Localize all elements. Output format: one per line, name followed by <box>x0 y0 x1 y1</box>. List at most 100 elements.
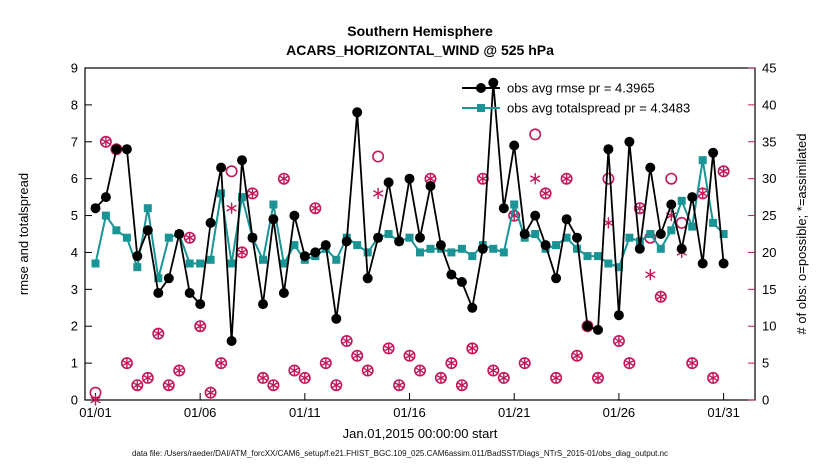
assimilated-obs-point <box>697 189 708 197</box>
data-file-path: data file: /Users/raeder/DAI/ATM_forcXX/… <box>132 449 668 458</box>
totalspread-point <box>594 252 602 261</box>
rmse-point <box>425 181 436 191</box>
assimilated-obs-point <box>435 374 447 382</box>
assimilated-obs-point <box>393 381 405 389</box>
totalspread-point <box>133 263 142 272</box>
totalspread-point <box>510 200 519 209</box>
assimilated-obs-point <box>666 212 677 220</box>
rmse-point <box>132 251 143 262</box>
assimilated-obs-point <box>153 330 164 338</box>
totalspread-point <box>363 248 372 257</box>
assimilated-obs-point <box>121 359 133 367</box>
totalspread-point <box>290 241 299 250</box>
y-tick-label-left: 8 <box>71 97 78 112</box>
rmse-point <box>100 192 111 203</box>
rmse-point <box>551 273 562 284</box>
y-tick-label-right: 25 <box>762 208 776 223</box>
assimilated-obs-point <box>645 271 656 279</box>
assimilated-obs-point <box>603 219 614 227</box>
rmse-point <box>195 299 206 310</box>
y-tick-label-right: 40 <box>762 97 776 112</box>
assimilated-obs-point <box>686 359 698 367</box>
rmse-point <box>352 107 363 118</box>
totalspread-point <box>614 263 623 272</box>
rmse-point <box>561 214 572 225</box>
rmse-point <box>697 258 708 269</box>
totalspread-point <box>426 244 435 253</box>
assimilated-obs-point <box>550 374 562 382</box>
totalspread-point <box>196 259 205 268</box>
assimilated-obs-point <box>205 389 216 397</box>
y-tick-label-right: 0 <box>762 393 769 408</box>
y-tick-label-right: 5 <box>762 356 769 371</box>
totalspread-point <box>122 233 131 242</box>
possible-obs-point <box>225 165 238 178</box>
assimilated-obs-point <box>226 204 237 212</box>
assimilated-obs-point <box>320 359 331 367</box>
y-axis-label-right: # of obs: o=possible; *=assimilated <box>794 134 809 335</box>
rmse-point <box>718 258 729 269</box>
rmse-point <box>394 236 405 247</box>
y-tick-label-left: 9 <box>71 61 78 76</box>
assimilated-obs-point <box>299 374 311 382</box>
totalspread-point <box>468 252 477 261</box>
rmse-point <box>142 225 153 236</box>
assimilated-obs-point <box>624 359 635 367</box>
totalspread-point <box>531 230 540 238</box>
y-tick-label-left: 0 <box>71 393 78 408</box>
y-tick-label-left: 2 <box>71 319 78 334</box>
assimilated-obs-point <box>236 248 248 256</box>
totalspread-point <box>259 255 267 264</box>
y-tick-label-left: 3 <box>71 282 78 297</box>
totalspread-point <box>238 193 246 202</box>
assimilated-obs-point <box>613 337 625 345</box>
totalspread-point <box>583 252 592 261</box>
totalspread-point <box>656 244 665 253</box>
totalspread-point <box>112 226 121 235</box>
x-axis-label: Jan.01,2015 00:00:00 start <box>343 426 498 441</box>
assimilated-obs-point <box>215 359 227 367</box>
totalspread-point <box>227 259 236 268</box>
assimilated-obs-point <box>477 175 489 183</box>
rmse-point <box>530 210 541 221</box>
rmse-point <box>593 324 603 335</box>
totalspread-point <box>154 274 163 283</box>
rmse-point <box>174 229 185 239</box>
assimilated-obs-point <box>498 374 509 382</box>
rmse-point <box>687 192 698 203</box>
totalspread-point <box>279 259 288 268</box>
rmse-point <box>655 229 666 239</box>
totalspread-point <box>416 248 424 257</box>
legend-label: obs avg totalspread pr = 4.3483 <box>507 101 690 116</box>
assimilated-obs-point <box>519 359 530 367</box>
x-tick-label: 01/01 <box>79 405 112 420</box>
totalspread-point <box>667 226 676 235</box>
rmse-point <box>163 273 174 284</box>
assimilated-obs-point <box>341 337 352 345</box>
y-axis-label-left: rmse and totalspread <box>16 173 31 295</box>
rmse-point <box>509 140 520 151</box>
rmse-point <box>111 144 122 155</box>
y-tick-label-right: 20 <box>762 245 776 260</box>
totalspread-point <box>646 230 655 238</box>
rmse-point <box>278 288 289 298</box>
legend: obs avg rmse pr = 4.3965 obs avg totalspr… <box>462 81 690 116</box>
rmse-point <box>708 147 719 158</box>
rmse-point <box>247 232 258 243</box>
rmse-point <box>540 240 551 251</box>
totalspread-point <box>447 248 456 257</box>
rmse-point <box>216 162 227 173</box>
y-tick-label-right: 45 <box>762 61 776 76</box>
rmse-point <box>121 144 132 155</box>
possible-obs-point <box>372 150 385 163</box>
rmse-point <box>331 313 342 324</box>
assimilated-obs-point <box>278 175 290 183</box>
y-tick-label-right: 10 <box>762 319 776 334</box>
rmse-point <box>467 302 478 313</box>
totalspread-point <box>384 230 393 238</box>
totalspread-point <box>562 233 571 242</box>
y-tick-label-left: 6 <box>71 171 78 186</box>
